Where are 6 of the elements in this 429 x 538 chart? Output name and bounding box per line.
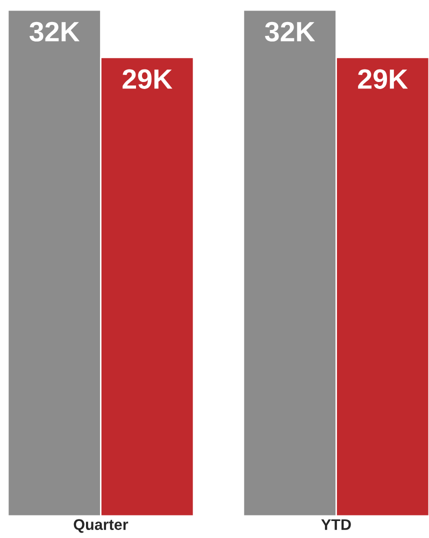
data-label: 29K — [358, 69, 408, 89]
data-label: 32K — [30, 22, 80, 42]
data-label: 32K — [265, 22, 316, 42]
x-tick-label: YTD — [321, 519, 351, 530]
data-label: 29K — [122, 69, 172, 89]
x-tick-label: Quarter — [74, 519, 128, 533]
